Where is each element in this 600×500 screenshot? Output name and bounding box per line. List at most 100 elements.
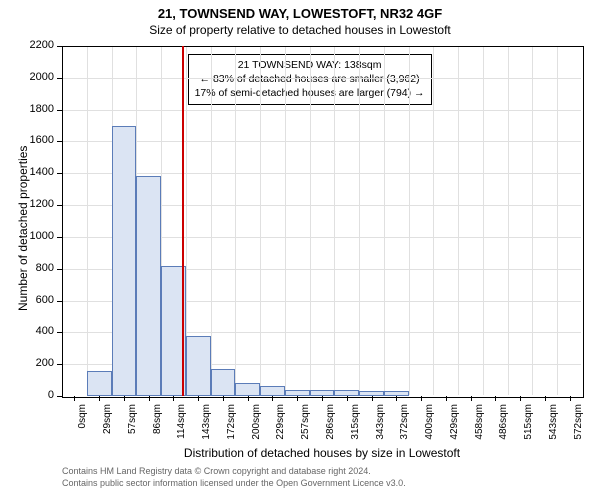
footer-line2: Contains public sector information licen… xyxy=(62,478,406,490)
xtick xyxy=(272,396,273,401)
gridline-v xyxy=(211,47,212,395)
gridline-v xyxy=(508,47,509,395)
gridline-h xyxy=(63,110,581,111)
ytick xyxy=(57,205,62,206)
gridline-v xyxy=(483,47,484,395)
xtick xyxy=(446,396,447,401)
xtick xyxy=(520,396,521,401)
histogram-bar xyxy=(359,391,384,396)
xtick-label: 543sqm xyxy=(548,404,559,454)
xtick-label: 57sqm xyxy=(127,404,138,454)
xtick-label: 200sqm xyxy=(251,404,262,454)
gridline-v xyxy=(359,47,360,395)
gridline-v xyxy=(87,47,88,395)
gridline-v xyxy=(409,47,410,395)
ytick xyxy=(57,396,62,397)
histogram-bar xyxy=(384,391,409,396)
histogram-bar xyxy=(211,369,236,396)
ytick xyxy=(57,301,62,302)
ytick xyxy=(57,78,62,79)
gridline-v xyxy=(310,47,311,395)
ytick-label: 400 xyxy=(22,325,54,337)
gridline-h xyxy=(63,78,581,79)
xtick xyxy=(248,396,249,401)
xtick xyxy=(495,396,496,401)
xtick xyxy=(124,396,125,401)
xtick xyxy=(297,396,298,401)
ytick xyxy=(57,269,62,270)
chart-title: 21, TOWNSEND WAY, LOWESTOFT, NR32 4GF xyxy=(0,0,600,21)
gridline-v xyxy=(557,47,558,395)
gridline-v xyxy=(532,47,533,395)
ytick-label: 1200 xyxy=(22,198,54,210)
ytick xyxy=(57,46,62,47)
ytick-label: 1800 xyxy=(22,103,54,115)
gridline-v xyxy=(235,47,236,395)
ytick xyxy=(57,364,62,365)
xtick-label: 515sqm xyxy=(523,404,534,454)
ytick-label: 0 xyxy=(22,389,54,401)
gridline-h xyxy=(63,141,581,142)
gridline-v xyxy=(334,47,335,395)
xtick-label: 343sqm xyxy=(375,404,386,454)
histogram-bar xyxy=(235,383,260,396)
histogram-bar xyxy=(285,390,310,396)
gridline-h xyxy=(63,173,581,174)
xtick-label: 0sqm xyxy=(77,404,88,454)
xtick xyxy=(545,396,546,401)
footer-line1: Contains HM Land Registry data © Crown c… xyxy=(62,466,406,478)
ytick-label: 2000 xyxy=(22,71,54,83)
ytick xyxy=(57,141,62,142)
xtick xyxy=(173,396,174,401)
ytick-label: 800 xyxy=(22,262,54,274)
histogram-bar xyxy=(260,386,285,396)
footer-credits: Contains HM Land Registry data © Crown c… xyxy=(62,466,406,489)
xtick-label: 572sqm xyxy=(573,404,584,454)
histogram-bar xyxy=(136,176,161,396)
xtick-label: 29sqm xyxy=(102,404,113,454)
xtick xyxy=(570,396,571,401)
ytick xyxy=(57,173,62,174)
xtick xyxy=(396,396,397,401)
ytick xyxy=(57,332,62,333)
gridline-v xyxy=(433,47,434,395)
ytick-label: 1000 xyxy=(22,230,54,242)
xtick xyxy=(471,396,472,401)
xtick-label: 86sqm xyxy=(152,404,163,454)
xtick-label: 458sqm xyxy=(474,404,485,454)
xtick-label: 229sqm xyxy=(275,404,286,454)
histogram-bar xyxy=(310,390,335,396)
gridline-v xyxy=(458,47,459,395)
gridline-v xyxy=(260,47,261,395)
xtick-label: 143sqm xyxy=(201,404,212,454)
xtick xyxy=(149,396,150,401)
xtick-label: 172sqm xyxy=(226,404,237,454)
chart-subtitle: Size of property relative to detached ho… xyxy=(0,21,600,37)
xtick-label: 429sqm xyxy=(449,404,460,454)
xtick-label: 315sqm xyxy=(350,404,361,454)
ytick-label: 1400 xyxy=(22,166,54,178)
histogram-bar xyxy=(87,371,112,396)
xtick-label: 257sqm xyxy=(300,404,311,454)
ytick-label: 200 xyxy=(22,357,54,369)
ytick-label: 1600 xyxy=(22,134,54,146)
xtick-label: 372sqm xyxy=(399,404,410,454)
xtick-label: 286sqm xyxy=(325,404,336,454)
xtick xyxy=(322,396,323,401)
gridline-v xyxy=(285,47,286,395)
xtick xyxy=(347,396,348,401)
gridline-v xyxy=(384,47,385,395)
ytick-label: 600 xyxy=(22,294,54,306)
histogram-bar xyxy=(186,336,211,396)
histogram-bar xyxy=(334,390,359,396)
ytick xyxy=(57,237,62,238)
xtick xyxy=(223,396,224,401)
xtick-label: 400sqm xyxy=(424,404,435,454)
ytick xyxy=(57,110,62,111)
reference-line xyxy=(182,46,184,396)
xtick xyxy=(74,396,75,401)
histogram-bar xyxy=(112,126,137,396)
xtick xyxy=(421,396,422,401)
xtick-label: 486sqm xyxy=(498,404,509,454)
xtick-label: 114sqm xyxy=(176,404,187,454)
